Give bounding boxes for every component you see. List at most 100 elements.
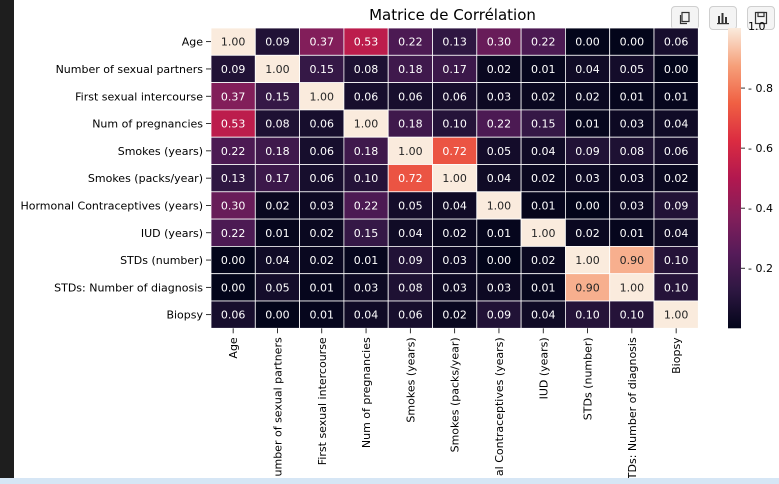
- cell-value-label: 0.01: [531, 281, 556, 294]
- heatmap-cell: [254, 54, 301, 83]
- cell-value-label: 0.08: [354, 63, 379, 76]
- cell-value-label: 0.03: [620, 199, 645, 212]
- heatmap-cell: [520, 164, 566, 193]
- cell-value-label: 0.15: [354, 227, 379, 240]
- cell-value-label: 0.02: [487, 63, 512, 76]
- cell-value-label: 0.03: [442, 281, 467, 294]
- row-tick-label: Hormonal Contraceptives (years): [20, 199, 203, 212]
- cell-value-label: 0.02: [310, 227, 335, 240]
- colorbar: - 0.2 - 0.4 - 0.6 - 0.8 1.0: [728, 20, 773, 329]
- heatmap-cell: [343, 109, 389, 138]
- chart-button[interactable]: [709, 6, 737, 30]
- cell-value-label: 0.01: [310, 309, 335, 322]
- heatmap-cell: [432, 273, 478, 302]
- heatmap-cell: [565, 245, 611, 275]
- colorbar-tick-label: - 0.6: [748, 142, 773, 155]
- heatmap-cell: [653, 273, 699, 302]
- heatmap-cell: [299, 54, 345, 83]
- cell-value-label: 0.06: [664, 36, 689, 49]
- heatmap-cell: [476, 136, 522, 165]
- heatmap-cell: [609, 191, 655, 220]
- cell-value-label: 0.02: [442, 309, 467, 322]
- heatmap-cell: [432, 136, 478, 165]
- heatmap-cell: [565, 54, 611, 83]
- cell-value-label: 0.04: [398, 227, 423, 240]
- cell-value-label: 0.00: [221, 254, 246, 267]
- col-tick-label: al Contraceptives (years): [493, 337, 506, 476]
- cell-value-label: 0.02: [531, 172, 556, 185]
- cell-value-label: 1.00: [575, 254, 600, 267]
- heatmap-cell: [210, 245, 256, 275]
- cell-value-label: 0.03: [310, 199, 335, 212]
- cell-value-label: 0.18: [398, 118, 423, 131]
- heatmap-cell: [520, 191, 566, 220]
- heatmap-cell: [653, 109, 699, 138]
- heatmap-cell: [653, 218, 699, 247]
- cell-value-label: 0.06: [442, 90, 467, 103]
- colorbar-tick-label: - 0.4: [748, 202, 773, 215]
- cell-value-label: 0.72: [442, 145, 467, 158]
- heatmap-cell: [254, 191, 301, 220]
- cell-value-label: 0.22: [221, 227, 246, 240]
- col-tick-label: umber of sexual partners: [271, 337, 284, 476]
- cell-value-label: 0.10: [575, 309, 600, 322]
- cell-value-label: 0.09: [664, 199, 689, 212]
- cell-value-label: 0.04: [487, 172, 512, 185]
- heatmap-cell: [520, 273, 566, 302]
- cell-value-label: 0.08: [620, 145, 645, 158]
- heatmap-cell: [387, 27, 433, 56]
- cell-value-label: 0.01: [531, 199, 556, 212]
- heatmap-cell: [210, 218, 256, 247]
- cell-value-label: 0.04: [442, 199, 467, 212]
- heatmap-cell: [343, 54, 389, 83]
- heatmap-cell: [299, 273, 345, 302]
- cell-value-label: 0.02: [310, 254, 335, 267]
- heatmap-cell: [609, 136, 655, 165]
- heatmap-cell: [432, 191, 478, 220]
- cell-value-label: 0.10: [354, 172, 379, 185]
- heatmap-cell: [476, 218, 522, 247]
- copy-icon: [678, 11, 692, 25]
- heatmap-cell: [565, 109, 611, 138]
- chart-title: Matrice de Corrélation: [369, 6, 536, 24]
- heatmap-cell: [343, 300, 389, 329]
- heatmap-cell: [653, 82, 699, 111]
- row-tick-label: Smokes (years): [118, 145, 203, 158]
- cell-value-label: 0.22: [531, 36, 556, 49]
- cell-value-label: 0.03: [487, 281, 512, 294]
- heatmap-cell: [254, 109, 301, 138]
- heatmap-cell: [387, 273, 433, 302]
- heatmap-cell: [343, 245, 389, 275]
- heatmap-cell: [254, 82, 301, 111]
- cell-value-label: 0.04: [664, 227, 689, 240]
- cell-value-label: 0.22: [398, 36, 423, 49]
- cell-value-label: 0.01: [487, 227, 512, 240]
- heatmap-cell: [653, 54, 699, 83]
- row-tick-label: First sexual intercourse: [75, 90, 203, 103]
- cell-value-label: 0.01: [265, 227, 290, 240]
- cell-value-label: 0.10: [664, 281, 689, 294]
- cell-value-label: 0.01: [354, 254, 379, 267]
- cell-value-label: 0.90: [575, 281, 600, 294]
- save-button[interactable]: [747, 6, 775, 30]
- cell-value-label: 0.01: [531, 63, 556, 76]
- cell-value-label: 0.00: [664, 63, 689, 76]
- cell-value-label: 0.18: [398, 63, 423, 76]
- heatmap-cell: [609, 82, 655, 111]
- cell-value-label: 0.10: [664, 254, 689, 267]
- cell-value-label: 0.05: [620, 63, 645, 76]
- heatmap-cell: [520, 109, 566, 138]
- cell-value-label: 1.00: [487, 199, 512, 212]
- cell-value-label: 0.53: [354, 36, 379, 49]
- cell-value-label: 0.09: [265, 36, 290, 49]
- cell-value-label: 0.04: [531, 145, 556, 158]
- cell-value-label: 0.02: [664, 172, 689, 185]
- floppy-icon: [754, 11, 768, 25]
- figure-frame: Matrice de Corrélation: [14, 0, 779, 478]
- cell-value-label: 0.00: [575, 199, 600, 212]
- col-tick-label: First sexual intercourse: [316, 337, 329, 465]
- row-tick-label: Smokes (packs/year): [88, 172, 203, 185]
- cell-value-label: 0.02: [575, 90, 600, 103]
- heatmap-cell: [210, 164, 256, 193]
- heatmap-cell: [476, 245, 522, 275]
